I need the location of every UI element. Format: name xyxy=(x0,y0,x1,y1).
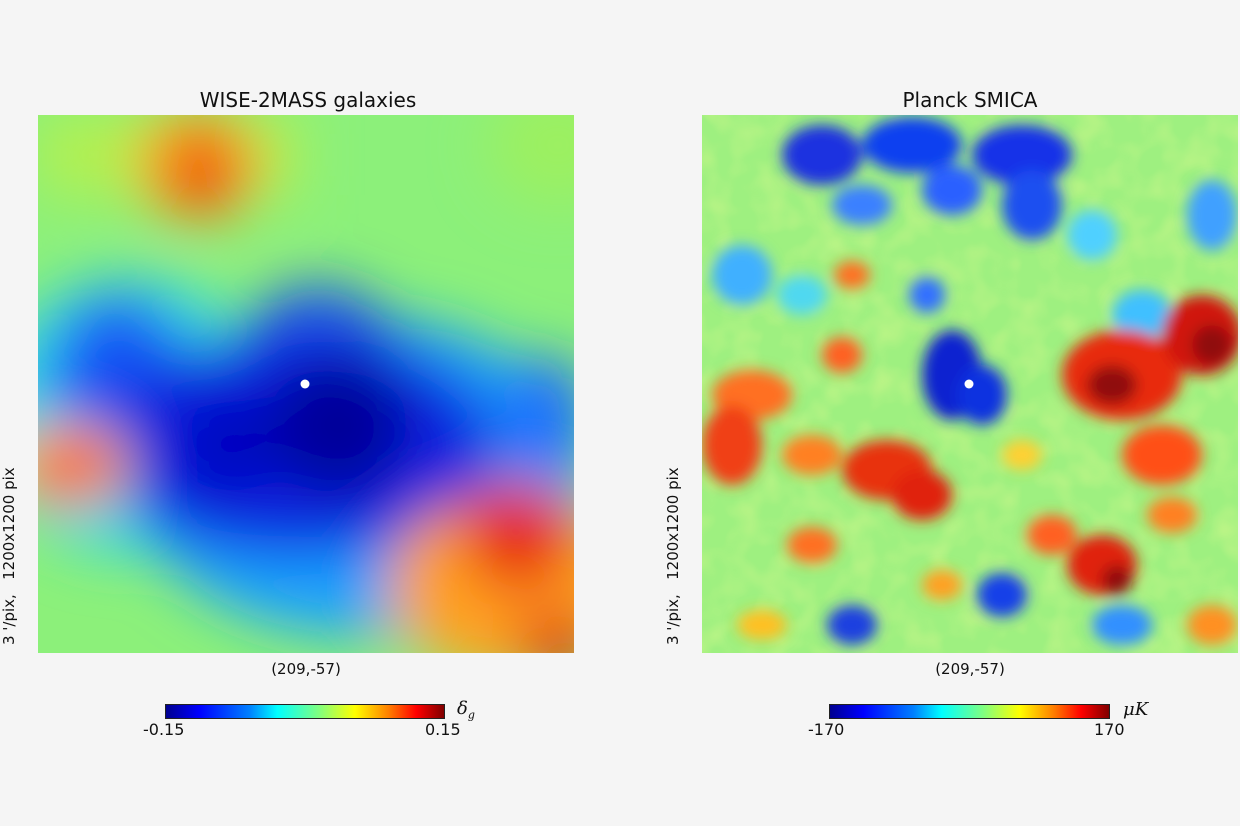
left-side-label: 3 '/pix, 1200x1200 pix xyxy=(0,467,18,645)
left-galaxy-density-map xyxy=(38,115,574,653)
right-colorbar-min: -170 xyxy=(808,720,845,739)
left-unit-subscript: g xyxy=(467,708,475,722)
left-colorbar-max: 0.15 xyxy=(425,720,461,739)
left-colorbar xyxy=(165,704,445,719)
left-unit-symbol: δ xyxy=(457,698,468,719)
right-colorbar-unit: μK xyxy=(1123,699,1149,720)
right-panel-title: Planck SMICA xyxy=(902,88,1038,112)
right-cmb-temperature-map xyxy=(702,115,1238,653)
left-colorbar-unit: δg xyxy=(457,698,475,722)
right-side-label: 3 '/pix, 1200x1200 pix xyxy=(664,467,682,645)
left-location-marker xyxy=(300,379,310,389)
right-center-coordinates: (209,-57) xyxy=(935,660,1005,678)
left-colorbar-min: -0.15 xyxy=(143,720,185,739)
left-panel-title: WISE-2MASS galaxies xyxy=(199,88,417,112)
right-colorbar xyxy=(829,704,1110,719)
left-center-coordinates: (209,-57) xyxy=(271,660,341,678)
right-colorbar-max: 170 xyxy=(1094,720,1125,739)
right-location-marker xyxy=(964,379,974,389)
